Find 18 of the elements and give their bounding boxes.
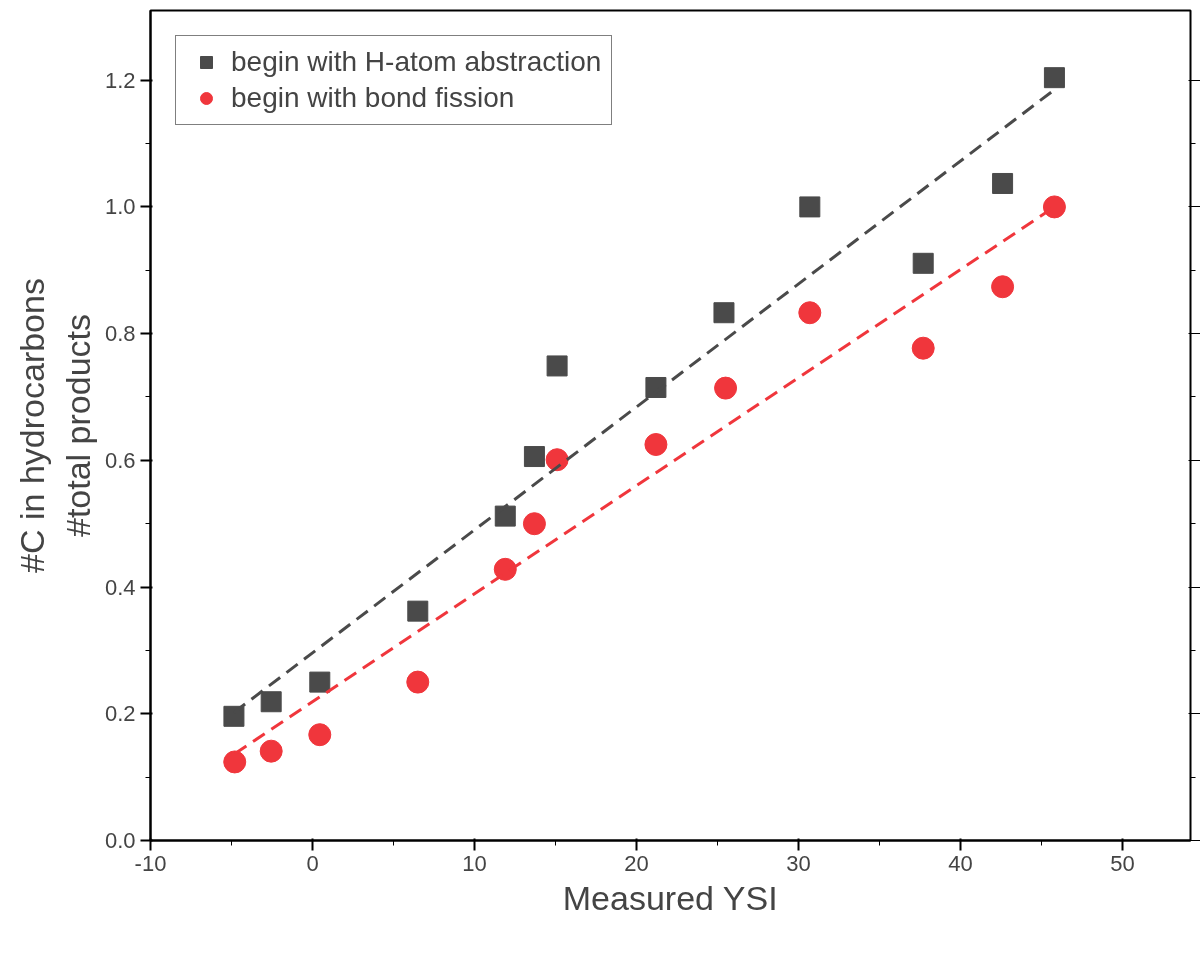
- x-tick-label: 0: [306, 850, 319, 876]
- y-tick-label: 0.0: [104, 828, 136, 853]
- legend-label: begin with H-atom abstraction: [231, 46, 602, 78]
- y-tick-label: 1.0: [104, 194, 136, 220]
- legend-label: begin with bond fission: [231, 82, 515, 114]
- y-axis-title: #C in hydrocarbons #total products: [13, 278, 97, 573]
- x-axis-title: Measured YSI: [562, 878, 778, 917]
- x-tick-label: 30: [786, 850, 811, 876]
- y-tick-label: 0.2: [104, 701, 136, 727]
- x-tick-label: 20: [624, 850, 649, 876]
- y-tick-label: 0.6: [104, 447, 136, 473]
- x-tick-label: 40: [948, 850, 973, 876]
- y-tick-label: 0.4: [104, 574, 136, 600]
- x-tick-label: 50: [1110, 850, 1135, 876]
- y-tick-label: 1.2: [104, 67, 136, 93]
- x-tick-label: 10: [462, 850, 487, 876]
- x-tick-label: -10: [134, 850, 167, 876]
- y-tick-label: 0.8: [104, 321, 136, 347]
